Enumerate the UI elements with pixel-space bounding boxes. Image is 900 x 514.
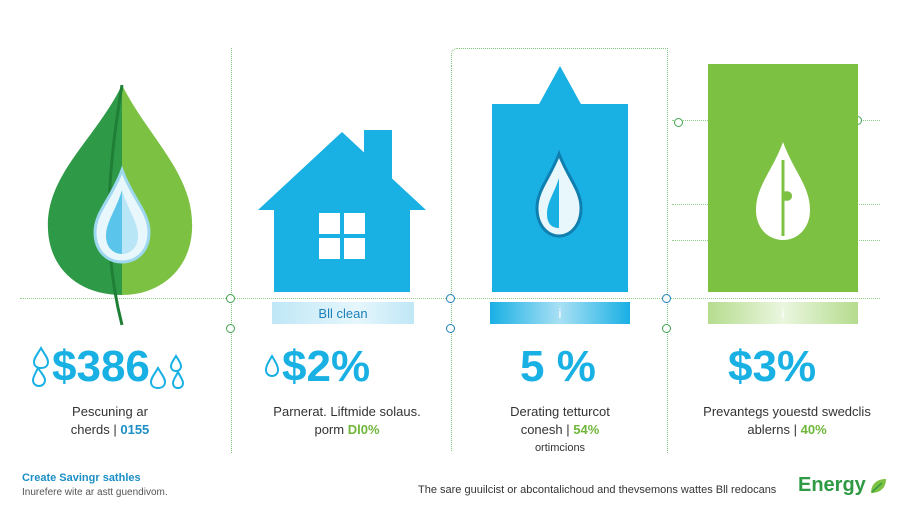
stat-description: cherds | 0155	[30, 422, 190, 437]
decorative-drops-icon	[149, 354, 185, 390]
label-strip: i	[490, 302, 630, 324]
stat-description: conesh | 54%	[480, 422, 640, 437]
stat-description: ablerns | 40%	[692, 422, 882, 437]
connector-dot	[226, 324, 235, 333]
connector-dot	[662, 324, 671, 333]
house-icon	[258, 130, 426, 292]
stat-description: Pescuning ar	[72, 404, 148, 419]
decorative-drops-icon	[264, 354, 280, 378]
leaf-icon	[870, 478, 886, 493]
connector-dot	[446, 294, 455, 303]
connector-dot	[446, 324, 455, 333]
water-tank-icon	[492, 66, 628, 292]
grid-line	[667, 48, 668, 453]
label-strip: i	[708, 302, 858, 324]
desc-text: cherds |	[70, 422, 117, 437]
stat-description: porm Dl0%	[262, 422, 432, 437]
label-strip: Bll clean	[272, 302, 414, 324]
desc-text: ablerns |	[747, 422, 797, 437]
connector-dot	[226, 294, 235, 303]
stat-note: ortimcions	[534, 442, 586, 454]
grid-line	[451, 48, 668, 67]
desc-accent: Dl0%	[347, 422, 380, 437]
desc-text: conesh |	[520, 422, 570, 437]
desc-accent: 54%	[573, 422, 600, 437]
desc-text: porm	[314, 422, 345, 437]
connector-dot	[674, 118, 683, 127]
leaf-drop-icon	[47, 84, 193, 326]
brand-name: Energy	[798, 474, 866, 496]
desc-accent: 0155	[120, 422, 150, 437]
brand-logo: Energy	[798, 474, 888, 497]
stat-value: $3%	[728, 342, 817, 391]
footer-caption: The sare guuilcist or abcontalichoud and…	[418, 484, 777, 496]
footer-title: Create Savingr sathles	[22, 472, 141, 484]
grid-line	[451, 66, 452, 451]
desc-accent: 40%	[800, 422, 827, 437]
decorative-drops-icon	[31, 346, 50, 388]
connector-dot	[662, 294, 671, 303]
stat-description: Prevantegs youestd swedclis	[703, 404, 871, 419]
stat-value: $2%	[282, 342, 371, 391]
green-tank-drop-icon	[708, 64, 858, 292]
footer-subtitle: Inurefere wite ar astt guendivom.	[22, 487, 168, 498]
stat-value: $386	[52, 342, 150, 391]
stat-value: 5 %	[520, 342, 596, 391]
stat-description: Parnerat. Liftmide solaus.	[273, 404, 421, 419]
stat-description: Derating tetturcot	[510, 404, 610, 419]
grid-line	[231, 48, 232, 453]
